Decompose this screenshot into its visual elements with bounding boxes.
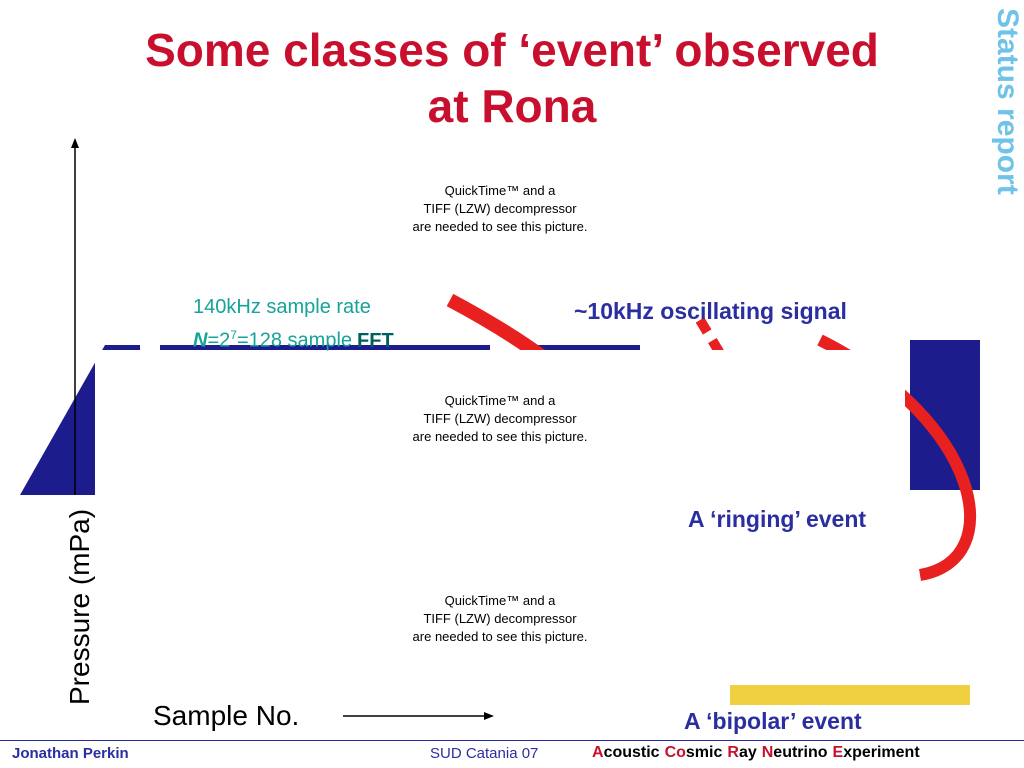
acronym-initial: N [761,744,774,761]
acronym-initial: Co [664,744,686,761]
note-part: 7 [230,328,237,342]
acronym-word: Ray [727,744,756,762]
acronym-word: Acoustic [592,744,660,762]
acronym-rest: xperiment [843,744,920,761]
side-label: Status report [991,8,1020,195]
acronym-initial: R [727,744,739,761]
note-part: =2 [207,329,231,352]
note: A ‘bipolar’ event [684,708,862,734]
placeholder-line: TIFF (LZW) decompressor [423,411,577,426]
footer-event: SUD Catania 07 [430,745,539,762]
placeholder: QuickTime™ and a TIFF (LZW) decompressor… [300,592,700,646]
title: Some classes of ‘event’ observed at Rona [0,22,1024,134]
note-part: N [193,329,208,352]
acronym-rest: eutrino [773,744,828,761]
acronym-rest: smic [685,744,723,761]
side-label-box: Status report [991,8,1020,195]
placeholder-line: QuickTime™ and a [444,393,556,408]
note: ~10kHz oscillating signal [574,298,847,324]
placeholder-line: TIFF (LZW) decompressor [423,611,577,626]
acronym-word: Cosmic [665,744,723,762]
note: 140kHz sample rate [193,296,371,318]
placeholder-line: TIFF (LZW) decompressor [423,201,577,216]
placeholder-line: QuickTime™ and a [444,183,556,198]
acronym-word: Neutrino [762,744,828,762]
placeholder: QuickTime™ and a TIFF (LZW) decompressor… [300,392,700,446]
note: A ‘ringing’ event [688,506,867,532]
x-axis-label: Sample No. [153,700,300,731]
y-axis-label: Pressure (mPa) [64,509,95,705]
acronym-rest: coustic [603,744,660,761]
placeholder-line: QuickTime™ and a [444,593,556,608]
acronym-rest: ay [738,744,757,761]
note-part: =128 sample [236,329,353,352]
acronym-initial: A [592,744,604,761]
y-label-box: Pressure (mPa) [64,509,95,705]
title-line: at Rona [427,80,597,132]
placeholder: QuickTime™ and a TIFF (LZW) decompressor… [300,182,700,236]
footer-author: Jonathan Perkin [12,745,129,762]
note: N=27=128 sample FFT [193,328,394,353]
placeholder-line: are needed to see this picture. [412,429,588,444]
acronym-initial: E [832,744,844,761]
acronym-word: Experiment [833,744,920,762]
footer-acronym: Acoustic Cosmic Ray Neutrino Experiment [592,744,920,762]
title-line: Some classes of ‘event’ observed [145,24,879,76]
footer: Jonathan Perkin SUD Catania 07 Acoustic C… [0,740,1024,768]
placeholder-line: are needed to see this picture. [412,219,588,234]
note-part: FFT [357,329,394,352]
placeholder-line: are needed to see this picture. [412,629,588,644]
